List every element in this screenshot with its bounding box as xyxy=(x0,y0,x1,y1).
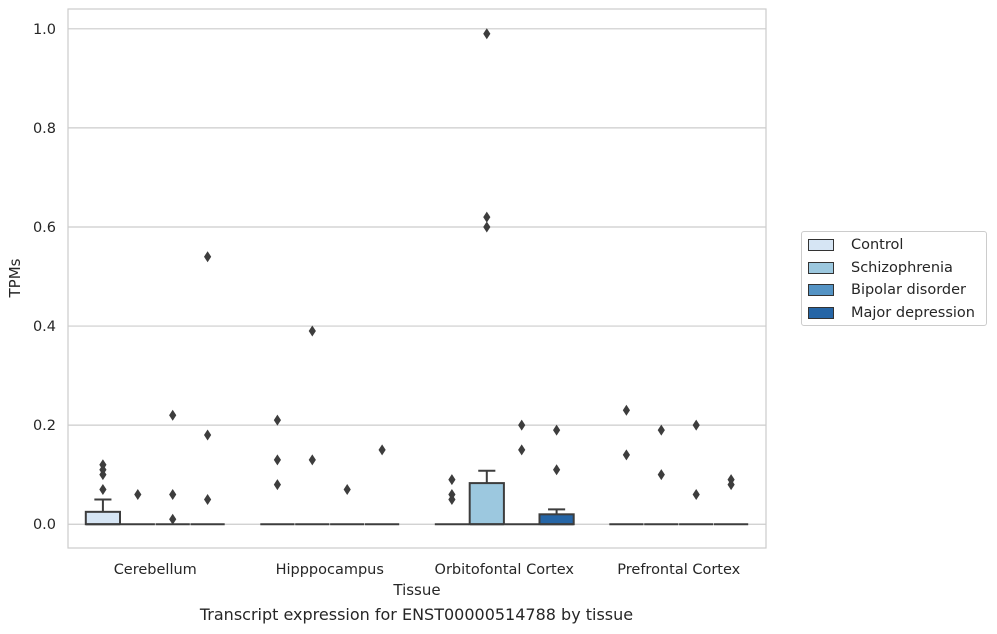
outlier-point xyxy=(553,464,561,476)
outlier-point xyxy=(483,211,491,223)
legend-label: Schizophrenia xyxy=(851,259,953,276)
outlier-point xyxy=(727,479,735,491)
chart-legend: Control Schizophrenia Bipolar disorder Majo… xyxy=(801,231,987,326)
legend-item: Control xyxy=(808,235,903,255)
legend-swatch xyxy=(808,261,834,274)
figure-caption: Transcript expression for ENST0000051478… xyxy=(199,605,634,624)
outlier-point xyxy=(204,429,212,441)
x-axis-label: Tissue xyxy=(392,581,440,599)
legend-item: Bipolar disorder xyxy=(808,280,966,300)
y-tick-label: 1.0 xyxy=(33,22,56,38)
outlier-point xyxy=(273,414,281,426)
outlier-point xyxy=(99,484,107,496)
box xyxy=(538,513,575,526)
plot-marks xyxy=(84,28,749,526)
outlier-point xyxy=(448,474,456,486)
grid-lines xyxy=(68,28,766,525)
outlier-point xyxy=(169,409,177,421)
outlier-point xyxy=(692,419,700,431)
outlier-point xyxy=(204,493,212,505)
y-axis-ticks: 0.0 0.2 0.4 0.6 0.8 1.0 xyxy=(33,22,56,533)
y-tick-label: 0.0 xyxy=(33,517,56,533)
legend-swatch xyxy=(808,306,834,319)
x-tick-label: Hipppocampus xyxy=(276,562,384,578)
outlier-point xyxy=(204,251,212,263)
series-major-depression xyxy=(190,251,749,526)
outlier-point xyxy=(99,469,107,481)
outlier-point xyxy=(657,469,665,481)
legend-label: Major depression xyxy=(851,304,975,321)
legend-label: Control xyxy=(851,237,904,253)
outlier-point xyxy=(169,488,177,500)
outlier-point xyxy=(622,449,630,461)
y-tick-label: 0.2 xyxy=(33,418,56,434)
legend-item: Schizophrenia xyxy=(808,258,953,278)
outlier-point xyxy=(134,488,142,500)
outlier-point xyxy=(169,513,177,525)
outlier-point xyxy=(483,28,491,40)
legend-swatch xyxy=(808,284,834,296)
box xyxy=(84,510,122,526)
box xyxy=(468,482,505,526)
y-axis-label: TPMs xyxy=(6,258,24,298)
legend-swatch xyxy=(808,239,834,251)
outlier-point xyxy=(378,444,386,456)
outlier-point xyxy=(273,454,281,466)
outlier-point xyxy=(518,419,526,431)
outlier-point xyxy=(692,488,700,500)
series-schizophrenia xyxy=(120,28,679,526)
outlier-point xyxy=(308,454,316,466)
x-tick-label: Cerebellum xyxy=(114,562,197,578)
plot-area-frame xyxy=(67,8,767,549)
outlier-point xyxy=(483,221,491,233)
outlier-point xyxy=(343,484,351,496)
x-tick-label: Prefrontal Cortex xyxy=(617,562,740,578)
series-control xyxy=(84,404,644,526)
outlier-point xyxy=(657,424,665,436)
y-tick-label: 0.4 xyxy=(33,319,56,335)
outlier-point xyxy=(448,493,456,505)
outlier-point xyxy=(273,479,281,491)
x-tick-label: Orbitofontal Cortex xyxy=(435,562,575,578)
outlier-point xyxy=(308,325,316,337)
outlier-point xyxy=(518,444,526,456)
series-bipolar-disorder xyxy=(155,409,714,526)
y-tick-label: 0.6 xyxy=(33,220,56,236)
outlier-point xyxy=(622,404,630,416)
outlier-point xyxy=(553,424,561,436)
y-tick-label: 0.8 xyxy=(33,121,56,137)
legend-item: Major depression xyxy=(808,303,975,323)
x-axis-ticks: Cerebellum Hipppocampus Orbitofontal Corte… xyxy=(114,562,741,578)
legend-label: Bipolar disorder xyxy=(851,282,966,298)
